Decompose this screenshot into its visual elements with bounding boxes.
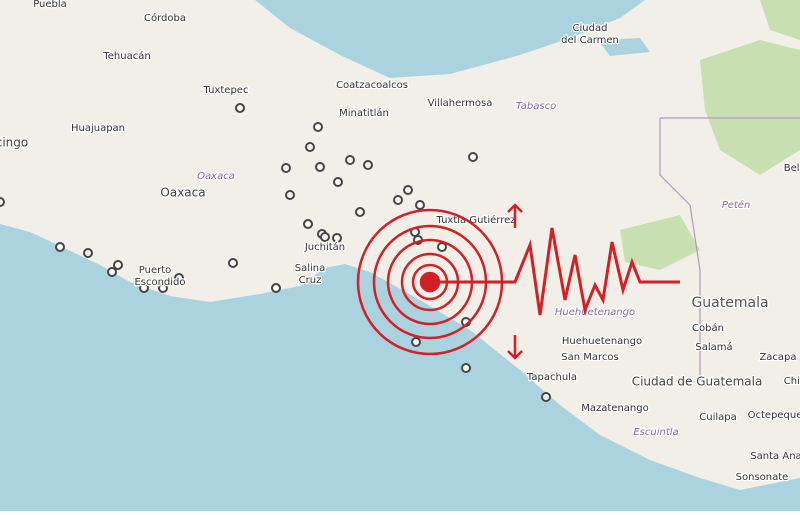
place-label: Juchitán: [304, 241, 345, 253]
quake-marker: [332, 233, 342, 243]
forest: [620, 215, 700, 270]
gulf: [255, 0, 645, 78]
place-label: del Carmen: [561, 35, 619, 46]
place-label: Zacapa: [759, 352, 796, 363]
quake-marker: [271, 283, 281, 293]
quake-marker: [228, 258, 238, 268]
forest: [700, 40, 800, 175]
quake-marker: [313, 122, 323, 132]
quake-marker: [158, 283, 168, 293]
pacific: [0, 224, 800, 511]
quake-marker: [333, 177, 343, 187]
forest: [760, 0, 800, 40]
place-label: Salamá: [695, 341, 732, 353]
quake-marker: [174, 273, 184, 283]
place-label: Huehuetenango: [555, 307, 635, 318]
place-label: Tabasco: [516, 101, 557, 112]
place-label: Huehuetenango: [562, 336, 642, 347]
quake-marker: [355, 207, 365, 217]
place-label: Tehuacán: [102, 50, 150, 62]
quake-marker: [0, 197, 5, 207]
quake-marker: [363, 160, 373, 170]
quake-marker: [305, 142, 315, 152]
place-label: Minatitlán: [339, 107, 389, 119]
place-label: Cobán: [692, 322, 724, 334]
place-label: Tuxtla Gutiérrez: [435, 214, 515, 226]
place-label: Octepeque: [748, 410, 800, 421]
place-label: Cuilapa: [699, 412, 736, 423]
place-label: San Marcos: [561, 352, 618, 363]
quake-marker: [345, 155, 355, 165]
quake-marker: [461, 363, 471, 373]
quake-marker: [139, 283, 149, 293]
place-label: Coatzacoalcos: [336, 80, 408, 91]
quake-marker: [83, 248, 93, 258]
quake-marker: [437, 242, 447, 252]
quake-marker: [403, 185, 413, 195]
place-label: Beli: [784, 163, 800, 174]
place-label: Salina: [295, 263, 326, 274]
quake-marker: [541, 392, 551, 402]
quake-marker: [285, 190, 295, 200]
place-label: Villahermosa: [428, 98, 493, 109]
place-label: Mazatenango: [581, 403, 648, 414]
place-label: Huajuapan: [71, 123, 125, 134]
place-label: Ciudad de Guatemala: [632, 375, 763, 389]
quake-marker: [320, 232, 330, 242]
place-label: Oaxaca: [197, 171, 235, 182]
quake-markers: [0, 103, 551, 402]
lagoon: [598, 38, 650, 56]
quake-marker: [113, 260, 123, 270]
place-label: Escuintla: [633, 427, 678, 438]
place-label: Tapachula: [526, 372, 577, 383]
place-label: Escondido: [134, 277, 185, 288]
place-label: Guatemala: [691, 295, 768, 311]
place-label: Puerto: [139, 265, 172, 276]
place-label: cingo: [0, 136, 28, 150]
arrows: [507, 203, 523, 360]
quake-marker: [393, 195, 403, 205]
quake-marker: [235, 103, 245, 113]
place-label: Petén: [722, 199, 751, 211]
quake-marker: [55, 242, 65, 252]
quake-marker: [415, 200, 425, 210]
quake-marker: [315, 162, 325, 172]
quake-marker: [468, 152, 478, 162]
place-label: Santa Ana: [750, 451, 800, 462]
place-label: Oaxaca: [160, 186, 205, 200]
place-label: Tuxtepec: [203, 85, 249, 96]
place-label: Córdoba: [144, 12, 186, 24]
quake-marker: [303, 219, 313, 229]
place-label: Chiq: [784, 376, 800, 387]
place-label: Ciudad: [573, 23, 608, 34]
quake-icon: [356, 203, 680, 360]
quake-marker: [411, 337, 421, 347]
quake-marker: [281, 163, 291, 173]
quake-marker: [107, 267, 117, 277]
place-label: Sonsonate: [736, 472, 789, 483]
place-label: Cruz: [299, 275, 322, 286]
place-label: Puebla: [33, 0, 67, 10]
border: [659, 117, 800, 380]
seismogram: [430, 227, 680, 316]
